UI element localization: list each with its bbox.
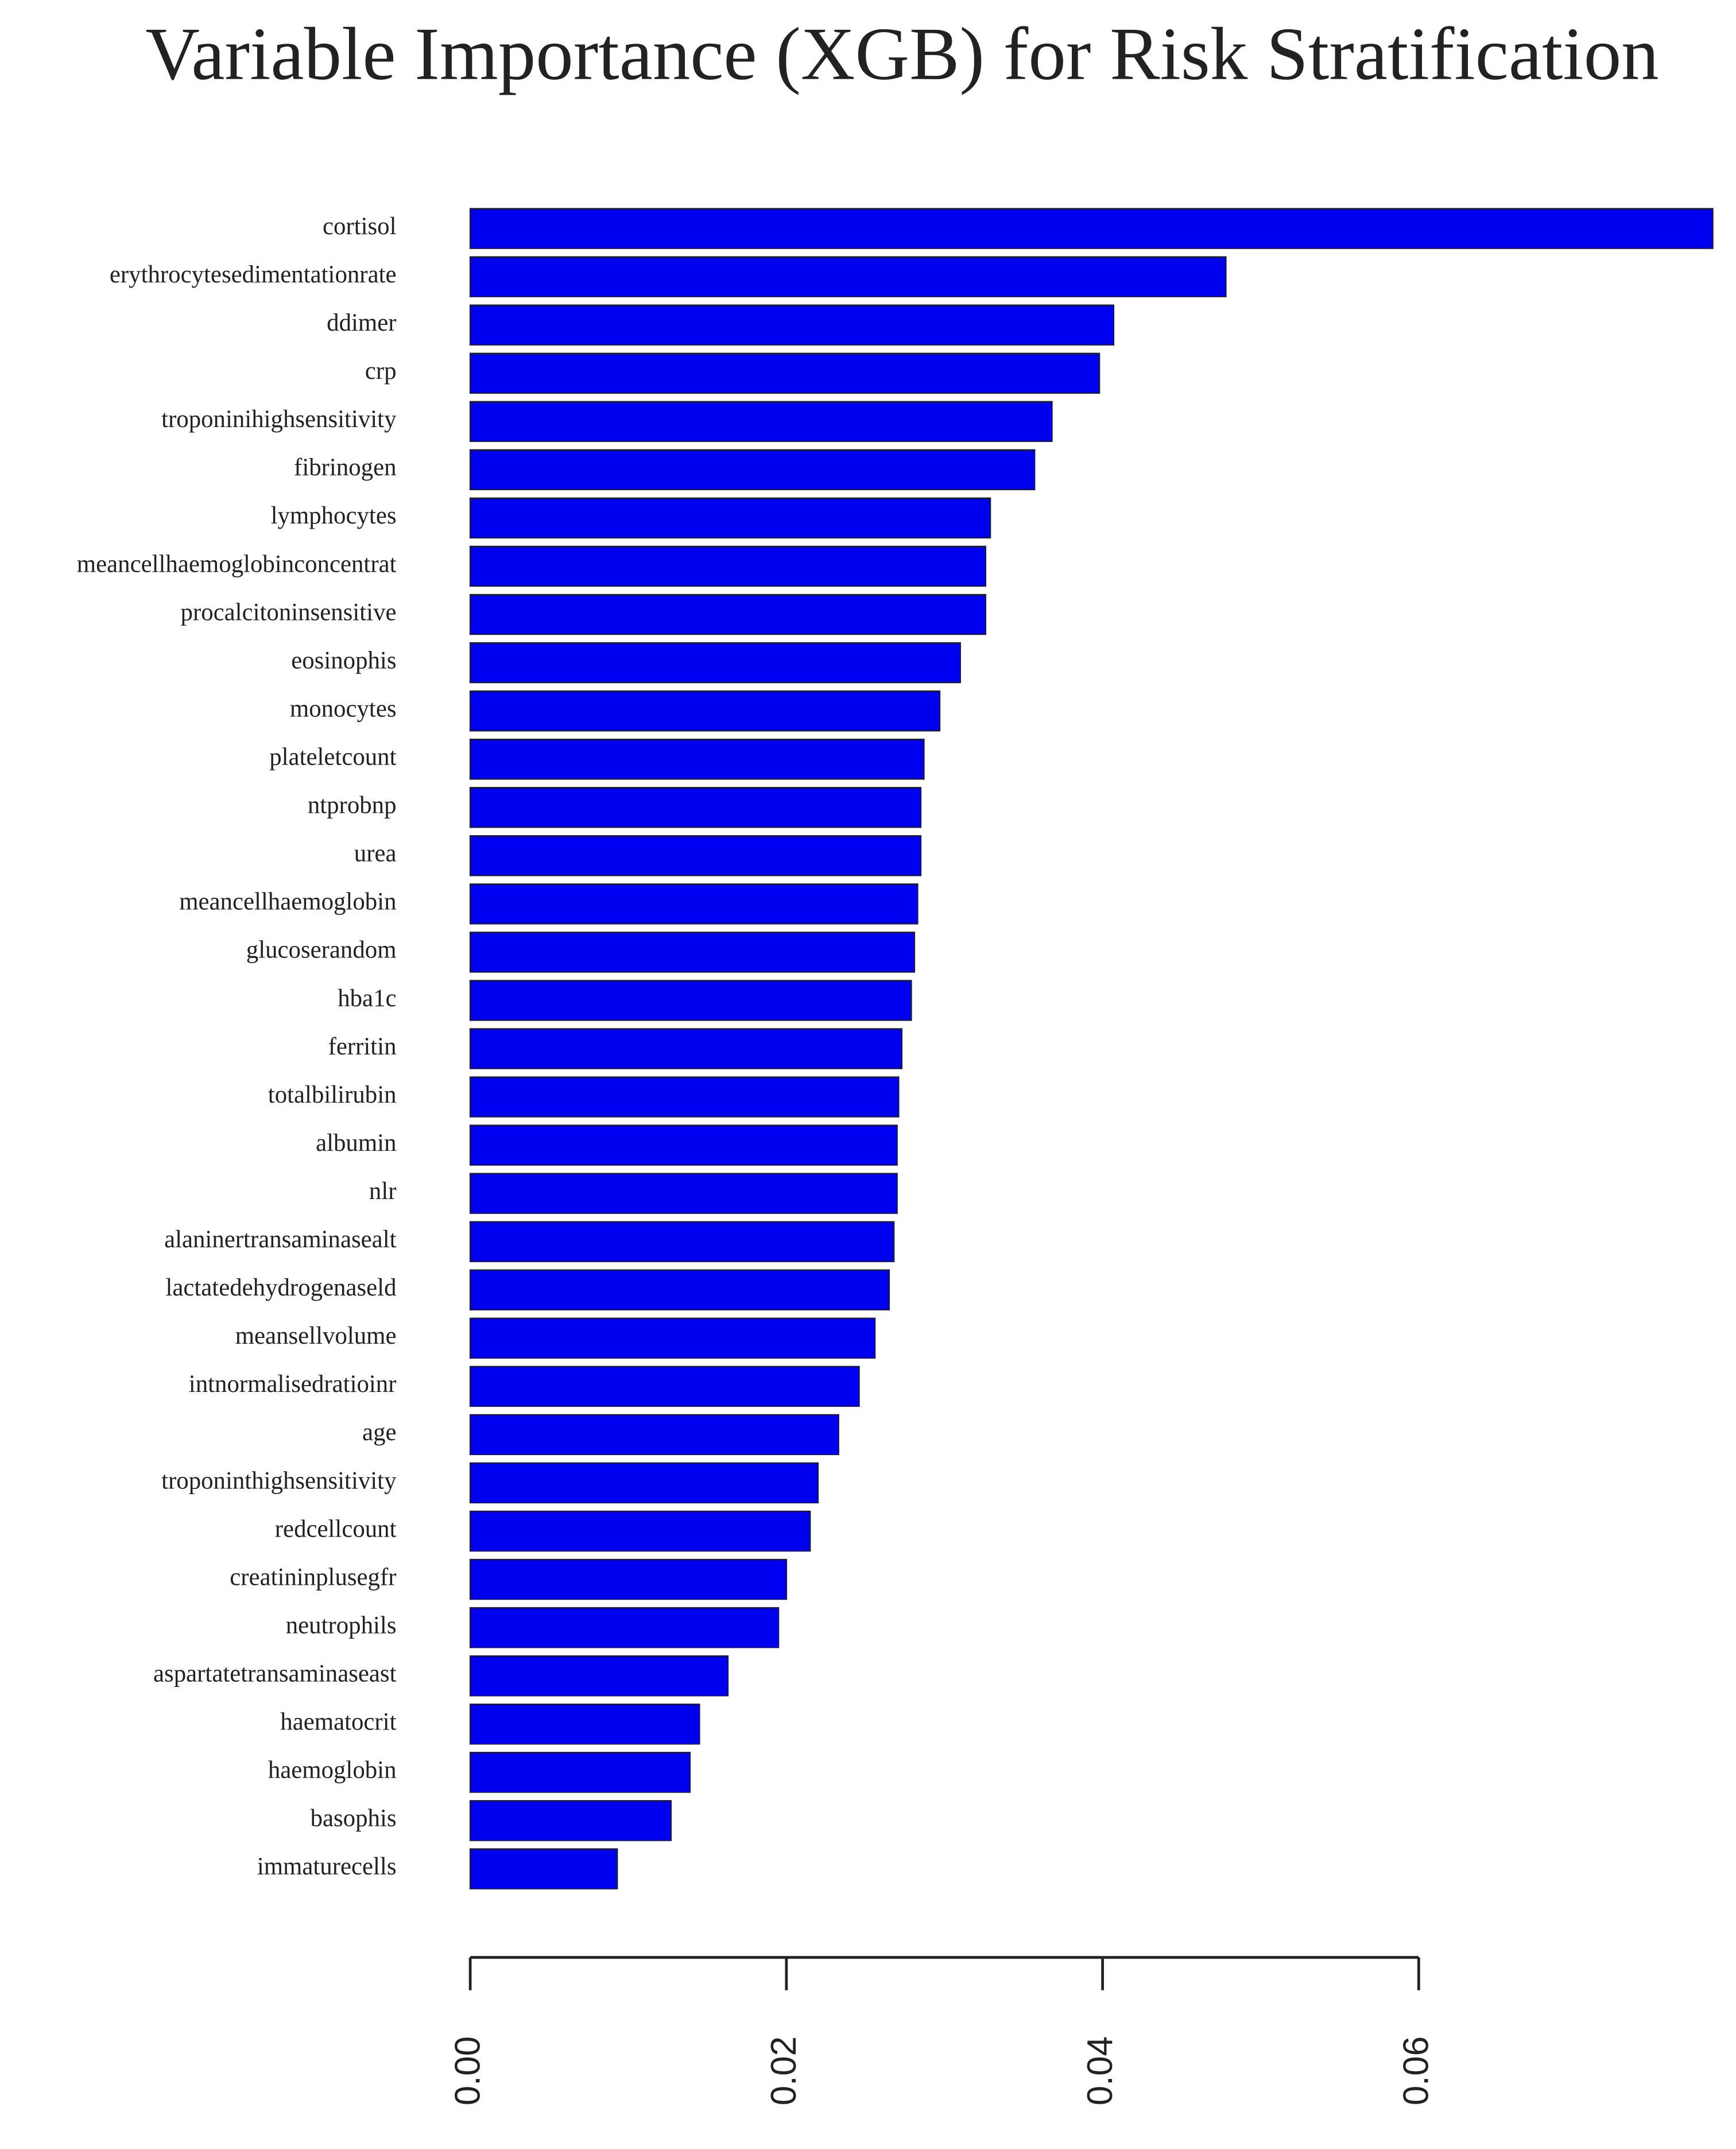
category-label: lactatedehydrogenaseld (165, 1274, 396, 1301)
bar (469, 932, 916, 973)
bar (469, 1366, 860, 1407)
bar (469, 1558, 788, 1600)
category-label: intnormalisedratioinr (189, 1371, 397, 1398)
category-label: meansellvolume (235, 1322, 397, 1349)
category-label: meancellhaemoglobinconcentrat (77, 550, 397, 577)
bar (469, 1221, 895, 1262)
category-label: troponinthighsensitivity (161, 1467, 397, 1494)
bar (469, 401, 1053, 443)
category-label: basophis (311, 1805, 397, 1832)
bar (469, 1655, 729, 1697)
x-tick-label: 0.06 (1397, 2036, 1436, 2105)
bar (469, 1752, 691, 1793)
bar (469, 1607, 780, 1648)
bar (469, 1704, 700, 1745)
bar (469, 1414, 839, 1456)
bar (469, 352, 1100, 394)
category-label: age (362, 1419, 396, 1446)
category-label: ntprobnp (308, 792, 397, 819)
bar (469, 545, 987, 587)
bar (469, 787, 922, 828)
bar (469, 497, 991, 539)
bar (469, 1028, 903, 1069)
chart-title: Variable Importance (XGB) for Risk Strat… (145, 13, 1658, 96)
bar (469, 449, 1036, 491)
bar (469, 883, 919, 925)
bar (469, 594, 987, 635)
bar (469, 690, 941, 732)
bar (469, 980, 912, 1021)
category-label: crp (365, 358, 397, 385)
category-label: urea (354, 840, 397, 867)
category-label: troponinihighsensitivity (161, 406, 397, 433)
bar (469, 1124, 898, 1166)
bar (469, 1076, 900, 1118)
category-label: ddimer (327, 309, 396, 336)
x-tick-label: 0.02 (764, 2036, 804, 2105)
category-label: neutrophils (286, 1612, 397, 1639)
bar (469, 642, 961, 684)
category-label: procalcitoninsensitive (181, 599, 397, 626)
category-label: cortisol (323, 213, 397, 240)
bar (469, 304, 1115, 346)
bar (469, 1800, 672, 1841)
category-label: haematocrit (280, 1709, 396, 1736)
bar (469, 1462, 819, 1504)
x-tick-label: 0.04 (1080, 2036, 1120, 2105)
category-label: haemoglobin (268, 1757, 397, 1784)
category-label: hba1c (338, 985, 396, 1012)
category-label: lymphocytes (271, 502, 397, 529)
bar (469, 1317, 876, 1359)
category-label: eosinophis (291, 647, 396, 674)
category-label: plateletcount (269, 744, 396, 771)
category-label: creatininplusegfr (230, 1564, 396, 1591)
category-label: immaturecells (257, 1853, 397, 1880)
bar (469, 208, 1714, 249)
category-label: erythrocytesedimentationrate (110, 261, 397, 288)
category-label: glucoserandom (246, 937, 397, 964)
category-label: totalbilirubin (268, 1081, 397, 1108)
category-label: albumin (316, 1130, 396, 1157)
bar (469, 256, 1227, 297)
x-tick-label: 0.00 (448, 2036, 487, 2105)
bar (469, 1269, 890, 1310)
category-label: fibrinogen (294, 454, 396, 481)
bar (469, 1848, 618, 1890)
category-label: meancellhaemoglobin (179, 889, 396, 916)
category-label: redcellcount (275, 1515, 397, 1542)
category-label: monocytes (290, 695, 397, 722)
bar (469, 1510, 811, 1552)
category-label: aspartatetransaminaseast (153, 1661, 397, 1688)
category-label: ferritin (328, 1033, 397, 1060)
bar (469, 1173, 898, 1214)
bar (469, 738, 925, 780)
category-label: alaninertransaminasealt (164, 1226, 397, 1253)
bar (469, 835, 922, 876)
category-label: nlr (369, 1178, 397, 1205)
